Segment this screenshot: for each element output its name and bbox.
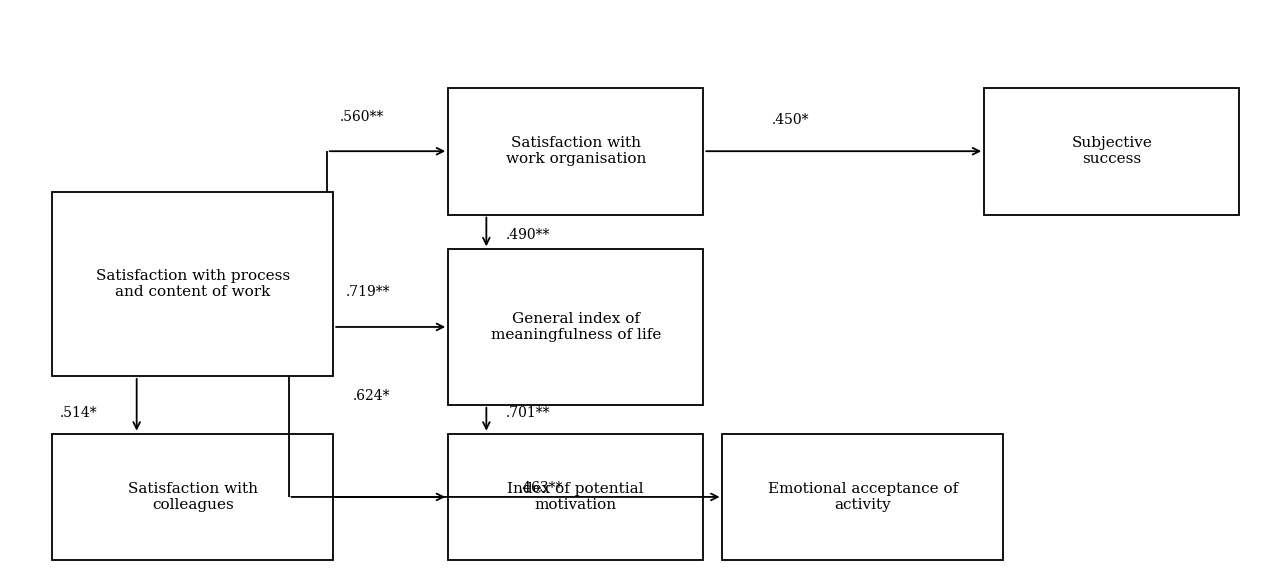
Text: .560**: .560** <box>340 109 384 124</box>
Text: .701**: .701** <box>505 406 550 420</box>
Text: Satisfaction with process
and content of work: Satisfaction with process and content of… <box>96 269 290 299</box>
Text: Satisfaction with
colleagues: Satisfaction with colleagues <box>128 482 258 512</box>
Text: Emotional acceptance of
activity: Emotional acceptance of activity <box>767 482 958 512</box>
Text: .624*: .624* <box>353 389 390 403</box>
Text: Subjective
success: Subjective success <box>1072 136 1152 166</box>
Text: General index of
meaningfulness of life: General index of meaningfulness of life <box>491 312 661 342</box>
FancyBboxPatch shape <box>448 88 703 215</box>
Text: .450*: .450* <box>771 112 810 127</box>
FancyBboxPatch shape <box>984 88 1239 215</box>
Text: .463**: .463** <box>518 481 563 495</box>
Text: Satisfaction with
work organisation: Satisfaction with work organisation <box>505 136 646 166</box>
Text: .719**: .719** <box>347 285 390 299</box>
FancyBboxPatch shape <box>52 192 334 376</box>
FancyBboxPatch shape <box>448 434 703 560</box>
FancyBboxPatch shape <box>723 434 1003 560</box>
Text: .514*: .514* <box>60 406 97 420</box>
FancyBboxPatch shape <box>448 249 703 405</box>
Text: Index of potential
motivation: Index of potential motivation <box>508 482 643 512</box>
FancyBboxPatch shape <box>52 434 334 560</box>
Text: .490**: .490** <box>505 228 550 242</box>
